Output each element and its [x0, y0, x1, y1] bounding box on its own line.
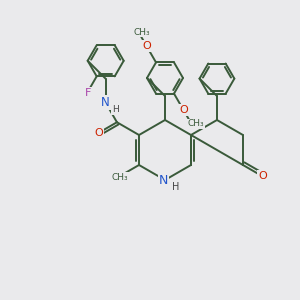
Text: N: N [101, 96, 110, 109]
Text: F: F [85, 88, 92, 98]
Text: O: O [142, 41, 151, 51]
Text: CH₃: CH₃ [134, 28, 150, 37]
Text: O: O [179, 105, 188, 115]
Text: O: O [258, 171, 267, 181]
Text: CH₃: CH₃ [188, 119, 204, 128]
Text: N: N [159, 173, 168, 187]
Text: CH₃: CH₃ [111, 172, 128, 182]
Text: H: H [112, 105, 119, 114]
Text: O: O [94, 128, 103, 138]
Text: H: H [172, 182, 179, 193]
